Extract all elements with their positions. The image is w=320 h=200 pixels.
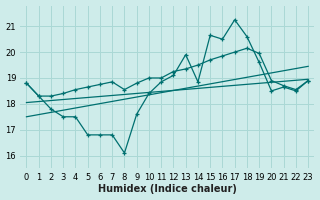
X-axis label: Humidex (Indice chaleur): Humidex (Indice chaleur)	[98, 184, 237, 194]
